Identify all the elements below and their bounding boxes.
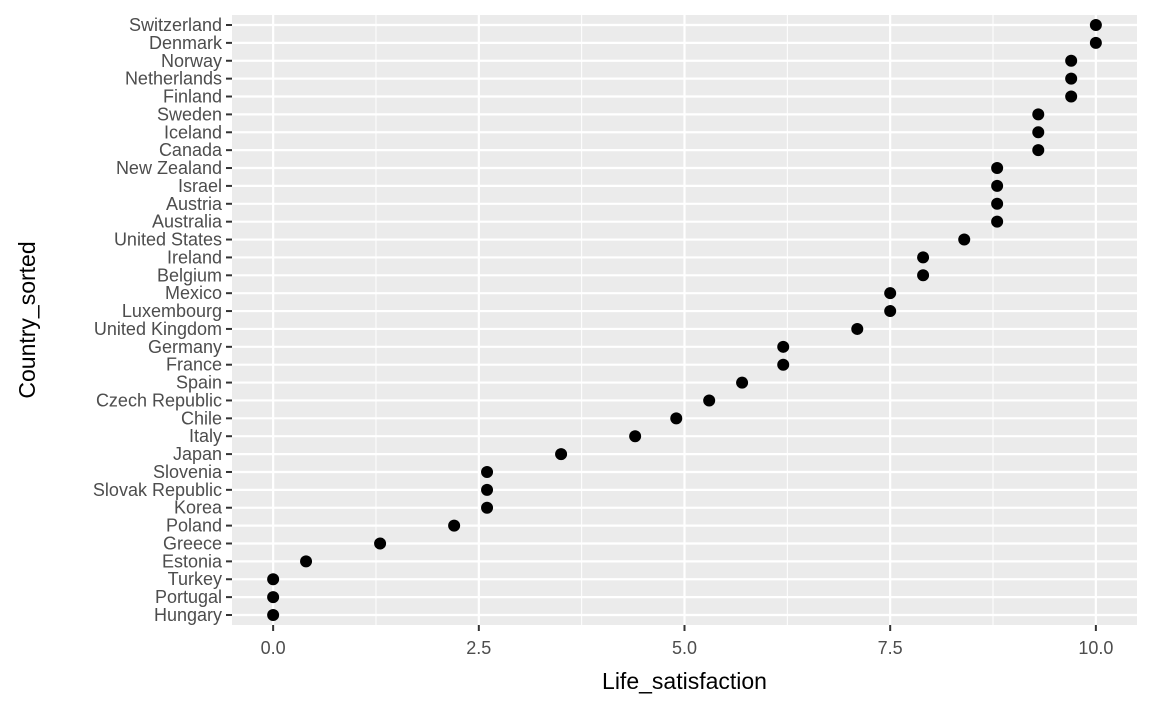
data-point	[1089, 19, 1102, 31]
data-point	[884, 305, 897, 318]
y-tick-label: Iceland	[164, 122, 222, 142]
y-tick-label: Switzerland	[129, 15, 222, 35]
data-point	[1032, 144, 1045, 157]
data-points	[267, 19, 1102, 621]
x-tick-label: 7.5	[878, 638, 903, 658]
gridlines	[232, 15, 1137, 625]
data-point	[1032, 108, 1045, 121]
data-point	[629, 430, 642, 443]
data-point	[958, 233, 971, 246]
y-tick-label: Australia	[152, 212, 223, 232]
y-tick-label: Spain	[176, 373, 222, 393]
y-tick-label: Canada	[159, 140, 223, 160]
data-point	[991, 197, 1004, 210]
data-point	[267, 609, 280, 621]
data-point	[1032, 126, 1045, 139]
y-tick-label: Japan	[173, 444, 222, 464]
y-tick-label: Belgium	[157, 265, 222, 285]
data-point	[991, 162, 1004, 175]
y-tick-label: Czech Republic	[96, 390, 222, 410]
y-tick-label: Luxembourg	[122, 301, 222, 321]
y-tick-label: Germany	[148, 337, 222, 357]
data-point	[448, 519, 461, 532]
y-tick-label: Poland	[166, 516, 222, 536]
data-point	[917, 269, 930, 282]
y-tick-label: Norway	[161, 51, 222, 71]
y-tick-label: Turkey	[168, 569, 222, 589]
x-tick-label: 5.0	[672, 638, 697, 658]
data-point	[1065, 72, 1078, 85]
data-point	[736, 376, 749, 389]
y-tick-label: Chile	[181, 408, 222, 428]
data-point	[1089, 36, 1102, 49]
data-point	[300, 555, 313, 568]
data-point	[481, 465, 494, 478]
data-point	[374, 537, 387, 550]
y-tick-label: Israel	[178, 176, 222, 196]
y-tick-label: United Kingdom	[94, 319, 222, 339]
x-tick-label: 0.0	[261, 638, 286, 658]
x-tick-label: 10.0	[1078, 638, 1113, 658]
y-tick-label: Netherlands	[125, 69, 222, 89]
y-tick-label: New Zealand	[116, 158, 222, 178]
data-point	[777, 340, 790, 353]
data-point	[1065, 54, 1078, 67]
data-point	[481, 483, 494, 496]
data-point	[991, 179, 1004, 192]
data-point	[777, 358, 790, 371]
y-tick-label: Estonia	[162, 551, 223, 571]
y-tick-label: Italy	[189, 426, 222, 446]
data-point	[1065, 90, 1078, 103]
data-point	[267, 591, 280, 604]
x-tick-label: 2.5	[466, 638, 491, 658]
data-point	[991, 215, 1004, 228]
y-tick-label: Slovak Republic	[93, 480, 222, 500]
y-tick-label: United States	[114, 230, 222, 250]
y-axis: SwitzerlandDenmarkNorwayNetherlandsFinla…	[93, 15, 232, 625]
y-tick-label: Sweden	[157, 104, 222, 124]
data-point	[703, 394, 716, 407]
y-tick-label: Korea	[174, 498, 223, 518]
y-tick-label: Greece	[163, 533, 222, 553]
x-axis-title: Life_satisfaction	[602, 668, 767, 694]
y-axis-title: Country_sorted	[14, 241, 40, 398]
y-tick-label: Hungary	[154, 605, 222, 625]
y-tick-label: Mexico	[165, 283, 222, 303]
data-point	[481, 501, 494, 514]
x-axis: 0.0 2.5 5.0 7.5 10.0	[261, 625, 1113, 658]
y-tick-label: Portugal	[155, 587, 222, 607]
data-point	[851, 322, 864, 335]
data-point	[555, 448, 568, 461]
y-tick-label: Austria	[166, 194, 223, 214]
y-tick-label: Finland	[163, 87, 222, 107]
data-point	[267, 573, 280, 586]
data-point	[670, 412, 683, 425]
y-tick-label: Slovenia	[153, 462, 223, 482]
data-point	[917, 251, 930, 264]
data-point	[884, 287, 897, 300]
y-tick-label: Ireland	[167, 247, 222, 267]
y-tick-label: France	[166, 355, 222, 375]
y-tick-label: Denmark	[149, 33, 223, 53]
